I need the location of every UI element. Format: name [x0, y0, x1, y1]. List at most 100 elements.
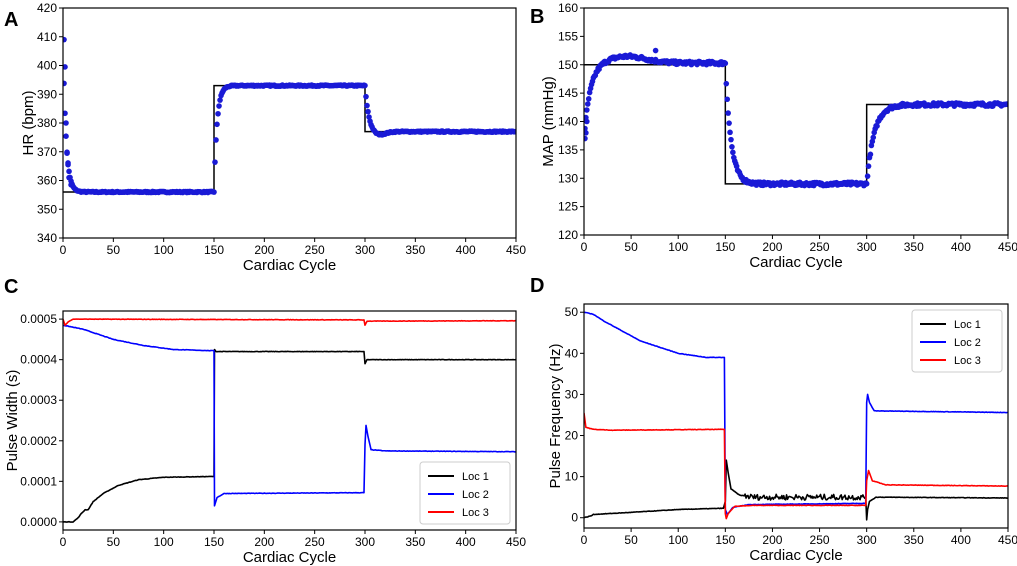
- y-tick-label: 20: [565, 429, 579, 443]
- data-point: [63, 110, 68, 117]
- data-point: [725, 110, 731, 116]
- data-point: [584, 130, 589, 136]
- data-point: [63, 133, 69, 139]
- data-point: [211, 189, 217, 195]
- data-point: [730, 149, 736, 156]
- x-tick-label: 350: [904, 533, 924, 547]
- data-point: [63, 64, 68, 70]
- legend-label: Loc 2: [462, 489, 489, 501]
- data-point: [584, 101, 591, 107]
- y-tick-label: 50: [565, 305, 579, 319]
- data-point: [64, 150, 70, 156]
- x-tick-label: 200: [762, 240, 782, 254]
- x-tick-label: 300: [355, 535, 375, 549]
- x-tick-label: 300: [857, 240, 877, 254]
- x-axis-label: Cardiac Cycle: [243, 257, 336, 274]
- panel-label-a: A: [4, 9, 18, 31]
- data-point: [584, 107, 590, 113]
- x-tick-label: 150: [204, 535, 224, 549]
- data-point: [362, 82, 368, 89]
- x-tick-label: 350: [405, 535, 425, 549]
- legend-box: [419, 461, 511, 525]
- data-point: [513, 129, 516, 135]
- y-tick-label: 350: [37, 202, 57, 216]
- panel-label-d: D: [530, 275, 544, 297]
- legend-label: Loc 2: [954, 337, 981, 349]
- y-tick-label: 120: [558, 228, 578, 242]
- x-tick-label: 0: [60, 243, 67, 257]
- data-point: [217, 97, 223, 103]
- y-tick-label: 135: [558, 143, 578, 157]
- y-tick-label: 145: [558, 86, 578, 100]
- x-tick-label: 150: [204, 243, 224, 257]
- x-tick-label: 100: [154, 243, 174, 257]
- legend-label: Loc 3: [462, 507, 489, 519]
- axes-frame: [62, 7, 517, 239]
- y-tick-label: 410: [37, 30, 57, 44]
- y-tick-label: 400: [37, 59, 57, 73]
- x-tick-label: 50: [624, 240, 638, 254]
- x-tick-label: 200: [762, 533, 782, 547]
- data-point: [66, 168, 72, 175]
- y-tick-label: 390: [37, 87, 57, 101]
- data-point: [867, 151, 874, 158]
- x-tick-label: 450: [998, 240, 1017, 254]
- data-point: [584, 135, 588, 142]
- data-point: [724, 96, 731, 103]
- y-tick-label: 0.0005: [20, 312, 57, 326]
- y-tick-label: 140: [558, 115, 578, 129]
- x-tick-label: 350: [405, 243, 425, 257]
- data-point: [723, 80, 730, 87]
- x-tick-label: 400: [456, 243, 476, 257]
- legend-label: Loc 1: [462, 471, 489, 483]
- y-tick-label: 340: [37, 231, 57, 245]
- axes-frame: [583, 7, 1009, 236]
- x-tick-label: 300: [355, 243, 375, 257]
- x-tick-label: 400: [456, 535, 476, 549]
- y-tick-label: 160: [558, 1, 578, 15]
- y-axis-label: HR (bpm): [20, 90, 37, 155]
- legend-box: [911, 309, 1003, 373]
- data-point: [66, 174, 72, 181]
- series-line-loc-2: [63, 324, 516, 507]
- y-tick-label: 0.0003: [20, 393, 57, 407]
- y-axis-label: MAP (mmHg): [540, 76, 557, 167]
- x-axis-label: Cardiac Cycle: [749, 547, 842, 564]
- y-tick-label: 360: [37, 174, 57, 188]
- data-point: [68, 182, 74, 188]
- data-point: [585, 96, 592, 102]
- x-tick-label: 250: [810, 240, 830, 254]
- x-tick-label: 250: [810, 533, 830, 547]
- series-line-loc-3: [63, 318, 516, 326]
- y-tick-label: 30: [565, 387, 579, 401]
- data-point: [213, 137, 219, 143]
- y-tick-label: 0.0001: [20, 474, 57, 488]
- x-tick-label: 300: [857, 533, 877, 547]
- data-point: [722, 60, 729, 67]
- data-point: [363, 93, 369, 100]
- x-tick-label: 150: [715, 533, 735, 547]
- series-line-loc-3: [584, 412, 1008, 520]
- series-line-loc-1: [584, 459, 1008, 521]
- panel-label-c: C: [4, 276, 18, 298]
- x-tick-label: 250: [305, 535, 325, 549]
- x-tick-label: 450: [998, 533, 1017, 547]
- x-tick-label: 350: [904, 240, 924, 254]
- y-tick-label: 0: [571, 511, 578, 525]
- data-point: [586, 89, 593, 96]
- data-point: [729, 144, 735, 150]
- data-point: [216, 103, 222, 109]
- data-point: [863, 180, 870, 187]
- x-tick-label: 50: [107, 243, 121, 257]
- y-tick-label: 125: [558, 200, 578, 214]
- data-point: [212, 159, 218, 165]
- data-point: [870, 134, 877, 141]
- legend-label: Loc 1: [954, 319, 981, 331]
- series-line-loc-1: [63, 348, 516, 523]
- x-tick-label: 400: [951, 240, 971, 254]
- data-point: [726, 120, 732, 126]
- data-point: [864, 173, 871, 179]
- data-point: [584, 118, 590, 125]
- x-tick-label: 450: [506, 243, 526, 257]
- x-tick-label: 200: [254, 243, 274, 257]
